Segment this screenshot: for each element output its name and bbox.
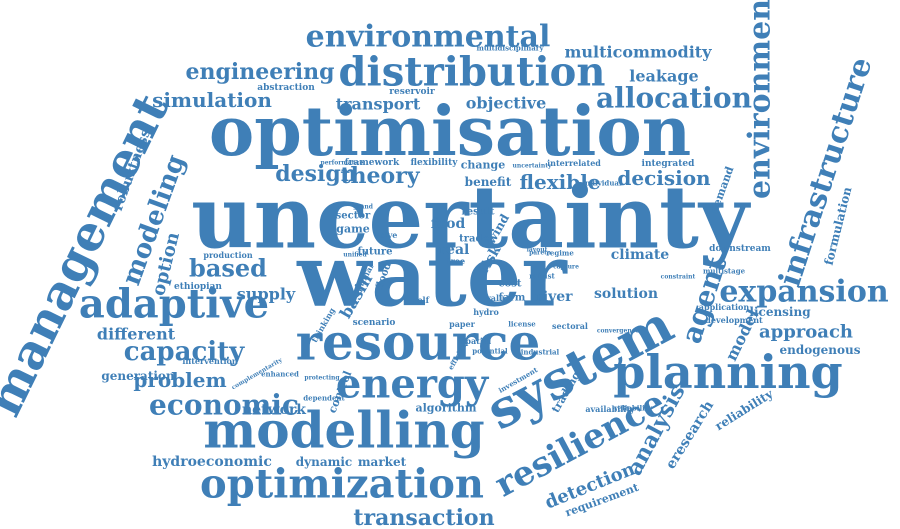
word-99: grand [353, 204, 374, 211]
word-26: approach [759, 322, 853, 343]
word-90: paper [449, 319, 475, 329]
word-67: change [461, 159, 506, 172]
word-111: interrelated [547, 158, 601, 168]
word-27: transaction [353, 505, 494, 529]
word-51: licensing [749, 305, 811, 319]
word-59: solution [594, 286, 658, 302]
word-91: spatial [461, 336, 491, 346]
word-102: self [413, 295, 430, 305]
word-1: water [296, 226, 568, 327]
word-86: trade [459, 234, 489, 245]
word-68: integrated [642, 159, 696, 169]
word-119: capture [553, 264, 579, 271]
word-113: reliability [614, 404, 653, 413]
word-95: availability [585, 404, 635, 414]
word-78: intervention [182, 356, 237, 366]
word-29: flexible [519, 170, 600, 194]
word-42: supply [237, 285, 296, 304]
word-87: hydro [473, 307, 499, 317]
word-43: different [97, 325, 176, 344]
word-64: game [336, 223, 369, 236]
word-73: flexibility [411, 158, 459, 168]
word-56: algorithm [415, 402, 476, 415]
word-88: future [357, 247, 392, 258]
word-53: hydroeconomic [152, 454, 272, 470]
word-36: transport [336, 95, 421, 114]
word-121: constraint [661, 274, 696, 281]
word-110: protecting [304, 375, 340, 382]
word-85: result [462, 207, 495, 218]
word-114: multidisciplinary [476, 44, 544, 53]
word-2: optimisation [209, 92, 691, 172]
word-122: uncertainty [513, 163, 552, 170]
word-8: energy [336, 361, 490, 408]
word-106: unified [343, 252, 367, 259]
word-120: convergence [597, 328, 640, 335]
word-75: downstream [709, 244, 771, 254]
word-123: layout [527, 247, 548, 254]
word-32: theory [340, 163, 420, 189]
word-52: generation [101, 369, 175, 383]
word-79: application [699, 302, 750, 312]
word-71: abstraction [257, 83, 315, 93]
word-54: dynamic [296, 455, 352, 469]
word-101: tree [447, 256, 465, 266]
word-89: scenario [353, 318, 396, 328]
word-107: dependent [303, 394, 345, 403]
word-9: optimization [200, 461, 484, 508]
word-33: problem [133, 368, 226, 392]
word-18: capacity [124, 337, 245, 367]
word-81: multistage [703, 267, 746, 276]
word-80: development [705, 315, 763, 325]
word-44: river [535, 289, 573, 305]
word-35: objective [466, 94, 547, 113]
word-20: allocation [596, 82, 752, 115]
word-66: real [439, 242, 470, 258]
word-100: solve [375, 230, 398, 240]
word-76: production [203, 250, 252, 260]
word-7: planning [613, 345, 842, 399]
word-70: reservoir [389, 87, 435, 97]
word-108: enhanced [261, 370, 299, 379]
word-6: modelling [203, 401, 484, 460]
word-0: uncertainty [191, 168, 752, 269]
word-77: ethiopian [174, 282, 222, 292]
word-16: expansion [719, 275, 888, 310]
word-37: leakage [629, 67, 698, 86]
word-83: farm [499, 293, 526, 304]
word-17: economic [149, 389, 299, 422]
word-117: regime [546, 249, 574, 258]
word-74: performance [321, 160, 364, 167]
word-62: food [431, 216, 466, 232]
word-38: multicommodity [564, 43, 712, 62]
word-4: resource [296, 313, 541, 372]
word-30: decision [617, 166, 711, 190]
word-115: value [485, 293, 510, 303]
word-96: potential [472, 347, 508, 356]
word-11: distribution [339, 49, 606, 96]
word-116: license [508, 320, 536, 329]
word-72: framework [345, 158, 400, 168]
word-49: endogenous [780, 343, 861, 357]
word-63: sector [336, 211, 371, 222]
word-46: climate [611, 247, 670, 263]
word-13: adaptive [79, 281, 269, 328]
word-55: market [358, 455, 407, 469]
word-31: design [275, 161, 357, 187]
word-94: industrial [521, 348, 560, 357]
word-65: benefit [465, 175, 512, 189]
word-98: robust [529, 272, 555, 281]
word-118: pareto [529, 250, 551, 257]
word-12: environmental [306, 20, 551, 55]
word-25: based [189, 254, 267, 283]
word-93: sectoral [552, 321, 588, 331]
word-21: engineering [185, 59, 334, 85]
word-82: cost [498, 279, 521, 290]
word-24: simulation [152, 88, 272, 112]
word-112: individual [582, 179, 622, 188]
word-15: environment [743, 0, 778, 199]
word-34: network [242, 402, 306, 418]
